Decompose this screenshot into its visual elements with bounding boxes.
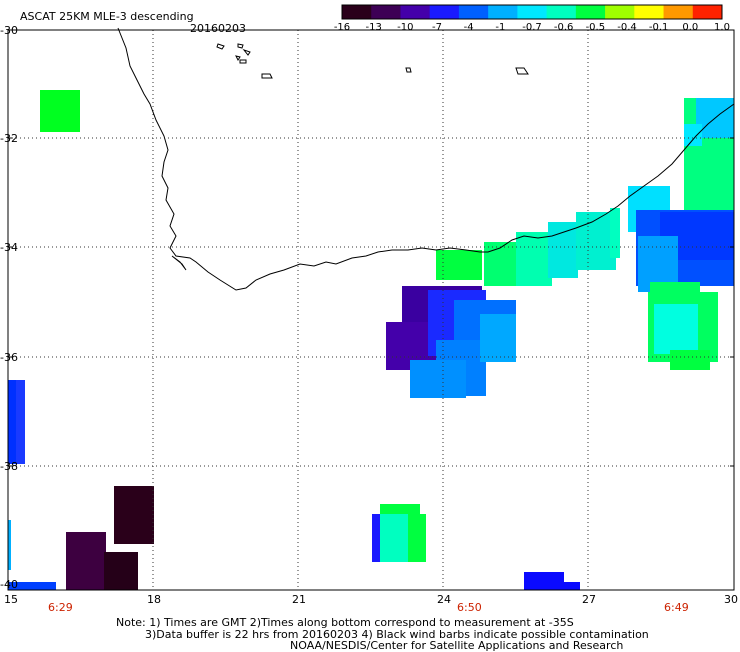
colorbar-label: -4 bbox=[463, 22, 474, 33]
lon-tick: 27 bbox=[582, 593, 596, 606]
lon-tick: 15 bbox=[4, 593, 18, 606]
patch bbox=[576, 212, 616, 270]
pass-time: 6:49 bbox=[664, 601, 689, 614]
map-title: ASCAT 25KM MLE-3 descending bbox=[20, 10, 194, 23]
lon-tick: 21 bbox=[292, 593, 306, 606]
patch bbox=[8, 520, 11, 570]
graticule bbox=[8, 30, 734, 590]
colorbar-label: 0.0 bbox=[682, 22, 699, 33]
patch bbox=[104, 552, 138, 590]
lat-tick: -36 bbox=[0, 351, 18, 364]
colorbar-swatch bbox=[634, 5, 665, 19]
colorbar-label: -0.4 bbox=[617, 22, 637, 33]
patch bbox=[372, 514, 382, 562]
colorbar-label: -13 bbox=[365, 22, 382, 33]
lat-tick: -32 bbox=[0, 132, 18, 145]
lon-tick: 30 bbox=[724, 593, 738, 606]
colorbar-swatch bbox=[605, 5, 635, 19]
note-line-3: NOAA/NESDIS/Center for Satellite Applica… bbox=[290, 639, 624, 652]
colorbar-swatch bbox=[692, 5, 723, 19]
colorbar-swatch bbox=[546, 5, 577, 19]
patch bbox=[436, 250, 482, 280]
colorbar-swatch bbox=[371, 5, 401, 19]
patch bbox=[8, 380, 16, 464]
frame-ticks bbox=[8, 137, 734, 467]
colorbar-label: -7 bbox=[432, 22, 442, 33]
patch bbox=[480, 314, 516, 362]
colorbar-swatch bbox=[663, 5, 694, 19]
colorbar-swatch bbox=[429, 5, 460, 19]
patch bbox=[562, 582, 580, 590]
patch bbox=[610, 208, 620, 258]
colorbar-swatch bbox=[458, 5, 489, 19]
colorbar-label: -0.7 bbox=[522, 22, 542, 33]
colorbar-swatch bbox=[517, 5, 548, 19]
colorbar-label: -10 bbox=[397, 22, 414, 33]
colorbar bbox=[341, 4, 723, 20]
patch bbox=[408, 514, 426, 562]
lon-tick: 18 bbox=[147, 593, 161, 606]
patch bbox=[670, 350, 710, 370]
colorbar-swatch bbox=[342, 5, 372, 19]
patch bbox=[516, 232, 552, 286]
patch bbox=[40, 90, 80, 132]
colorbar-swatch bbox=[488, 5, 518, 19]
wind-data-patches bbox=[8, 90, 734, 590]
patch bbox=[654, 304, 698, 354]
colorbar-label: -0.6 bbox=[553, 22, 574, 33]
colorbar-swatch bbox=[575, 5, 606, 19]
colorbar-label: 1.0 bbox=[714, 22, 730, 33]
patch bbox=[66, 532, 106, 590]
colorbar-swatch bbox=[400, 5, 431, 19]
patch bbox=[114, 486, 154, 544]
lat-tick: -40 bbox=[0, 578, 18, 591]
coastline-detail bbox=[171, 255, 187, 271]
patch bbox=[524, 572, 564, 590]
lat-tick: -38 bbox=[0, 460, 18, 473]
coastline bbox=[117, 27, 735, 291]
patch bbox=[684, 124, 702, 146]
lat-tick: -30 bbox=[0, 24, 18, 37]
pass-time: 6:50 bbox=[457, 601, 482, 614]
patch bbox=[380, 504, 420, 516]
patch bbox=[8, 582, 56, 590]
colorbar-label: -16 bbox=[333, 22, 351, 33]
pass-time: 6:29 bbox=[48, 601, 73, 614]
patch bbox=[484, 242, 518, 286]
colorbar-label: -0.1 bbox=[648, 22, 669, 33]
colorbar-label: -0.5 bbox=[585, 22, 606, 33]
lat-tick: -34 bbox=[0, 241, 18, 254]
islands bbox=[216, 43, 529, 79]
map-date: 20160203 bbox=[190, 22, 246, 35]
map-frame bbox=[7, 29, 735, 591]
lon-tick: 24 bbox=[437, 593, 451, 606]
patch bbox=[410, 360, 466, 398]
note-line-1: Note: 1) Times are GMT 2)Times along bot… bbox=[116, 616, 574, 629]
colorbar-label: -1 bbox=[495, 22, 506, 33]
patch bbox=[548, 222, 578, 278]
colorbar-frame bbox=[341, 4, 723, 20]
note-line-2: 3)Data buffer is 22 hrs from 20160203 4)… bbox=[145, 628, 649, 641]
